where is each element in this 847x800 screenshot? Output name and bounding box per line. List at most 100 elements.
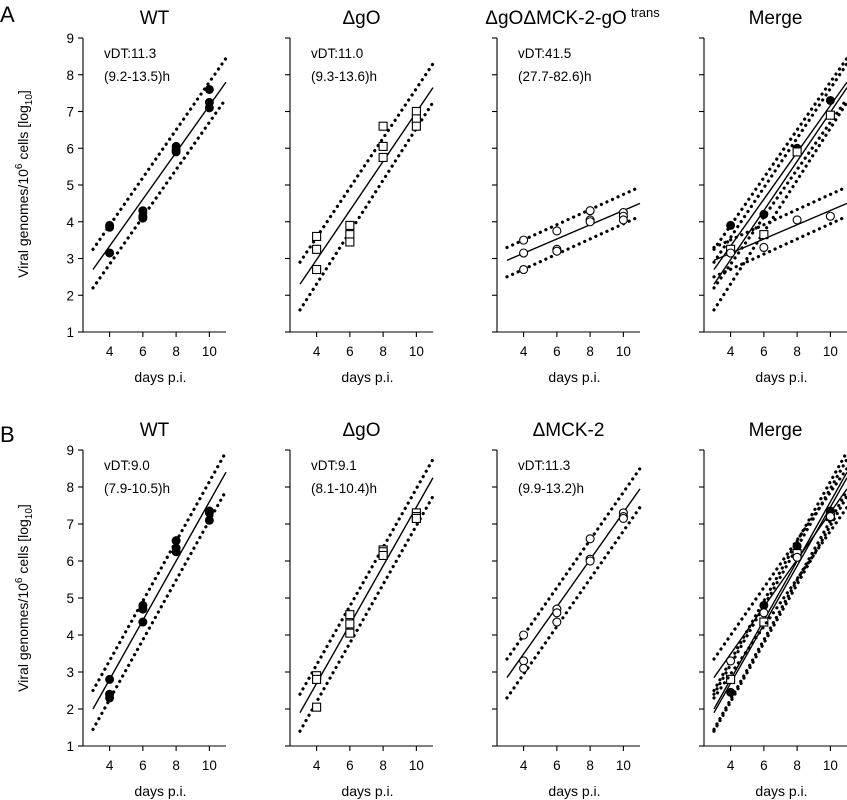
- x-tick-label: 8: [379, 344, 387, 359]
- doubling-time-annotation: (7.9-10.5)h: [104, 481, 170, 496]
- chart-panel-b-3: 4 6 8 10 days p.i. ΔMCK-2 vDT:11.3 (9.9-13.2)h: [492, 420, 642, 799]
- x-tick-label: 10: [202, 758, 217, 773]
- chart-panel-a-1: 1 2 3 4 5 6 7 8 9 4 6 8 10 days p.i. WT vDT:11.3 (9.2-13…: [66, 8, 228, 385]
- regression-line: [506, 488, 641, 678]
- x-axis-label: days p.i.: [134, 783, 186, 799]
- data-point-open-square: [345, 628, 355, 638]
- data-point-open-circle: [519, 656, 529, 666]
- data-point-open-circle: [585, 534, 595, 544]
- chart-panel-a-3: 4 6 8 10 days p.i. ΔgOΔMCK-2-gO trans vDT:41.5 (…: [485, 5, 660, 385]
- ci-lower-line: [712, 97, 847, 290]
- data-point-open-circle: [519, 248, 529, 258]
- data-point-filled-circle: [825, 95, 835, 105]
- x-tick-label: 8: [793, 758, 801, 773]
- x-tick-label: 6: [139, 758, 147, 773]
- data-point-filled-circle: [726, 220, 736, 230]
- data-point-open-circle: [519, 235, 529, 245]
- data-point-filled-circle: [105, 693, 115, 703]
- x-tick-label: 8: [793, 344, 801, 359]
- ci-upper-line: [712, 56, 847, 251]
- x-axis-label: days p.i.: [134, 369, 186, 385]
- ci-upper-line: [712, 185, 847, 250]
- data-point-open-square: [378, 141, 388, 151]
- data-point-filled-circle: [204, 84, 214, 94]
- panel-title-main: WT: [140, 8, 170, 29]
- y-tick-label: 7: [66, 105, 74, 120]
- x-tick-label: 6: [553, 758, 561, 773]
- y-axis-label-main: Viral genomes/10: [15, 169, 31, 278]
- y-tick-label: 7: [66, 517, 74, 532]
- x-tick-label: 6: [346, 344, 354, 359]
- ci-upper-line: [712, 466, 847, 661]
- x-axis-label: days p.i.: [548, 369, 600, 385]
- regression-line: [713, 477, 847, 714]
- data-point-open-square: [726, 674, 736, 684]
- doubling-time-annotation: (8.1-10.4)h: [311, 481, 377, 496]
- data-point-open-circle: [759, 242, 769, 253]
- data-point-open-square: [378, 152, 388, 162]
- y-tick-label: 6: [66, 141, 74, 156]
- x-tick-label: 4: [520, 758, 528, 773]
- panel-title: WT: [140, 8, 170, 29]
- data-point-open-circle: [552, 617, 562, 627]
- ci-lower-line: [91, 97, 228, 290]
- y-tick-label: 6: [66, 554, 74, 569]
- data-point-filled-circle: [138, 604, 148, 614]
- data-point-filled-circle: [726, 687, 736, 697]
- panel-title: ΔgO: [342, 420, 380, 441]
- data-point-open-circle: [585, 206, 595, 216]
- data-point-open-square: [345, 237, 355, 247]
- data-point-open-circle: [825, 211, 835, 221]
- y-tick-label: 3: [66, 665, 74, 680]
- data-point-open-circle: [759, 608, 769, 618]
- x-tick-label: 10: [409, 344, 424, 359]
- y-axis-label-main: Viral genomes/10: [15, 583, 31, 692]
- regression-line: [713, 202, 847, 261]
- data-point-filled-circle: [138, 617, 148, 627]
- regression-line: [92, 81, 227, 270]
- y-axis-label-sup: 6: [14, 577, 25, 583]
- data-point-open-square: [411, 121, 421, 131]
- data-point-open-circle: [519, 264, 529, 275]
- data-point-open-square: [378, 550, 388, 561]
- ci-lower-line: [712, 100, 847, 312]
- y-axis-label-tail: cells [log: [15, 519, 31, 577]
- y-tick-label: 3: [66, 252, 74, 267]
- ci-upper-line: [91, 56, 228, 251]
- panel-title-main: ΔgOΔMCK-2-gO: [485, 8, 627, 29]
- data-point-open-circle: [618, 215, 628, 225]
- panel-title-main: Merge: [749, 420, 803, 441]
- panel-letter-a: A: [0, 2, 15, 27]
- panel-title: WT: [140, 420, 170, 441]
- panel-title: ΔgO: [342, 8, 380, 29]
- x-tick-label: 4: [106, 344, 114, 359]
- x-tick-label: 8: [586, 758, 594, 773]
- doubling-time-annotation: vDT:41.5: [518, 46, 571, 61]
- x-axis-label: days p.i.: [755, 369, 807, 385]
- regression-line: [299, 87, 434, 285]
- data-point-open-square: [312, 674, 322, 684]
- y-tick-label: 8: [66, 480, 74, 495]
- regression-line: [506, 202, 641, 261]
- ci-lower-line: [505, 505, 642, 700]
- x-tick-label: 6: [760, 344, 768, 359]
- regression-line: [713, 488, 847, 678]
- data-point-open-circle: [585, 556, 595, 566]
- panel-title-main: ΔMCK-2: [533, 420, 605, 441]
- chart-panel-b-4: 4 6 8 10 days p.i. Merge: [699, 420, 847, 799]
- x-axis-label: days p.i.: [341, 369, 393, 385]
- ci-lower-line: [505, 214, 642, 279]
- panel-title-main: ΔgO: [342, 8, 380, 29]
- data-point-filled-circle: [171, 547, 181, 557]
- x-tick-label: 10: [823, 344, 838, 359]
- data-point-open-square: [345, 220, 355, 230]
- y-tick-label: 1: [66, 325, 74, 340]
- data-point-open-circle: [792, 552, 802, 562]
- ci-upper-line: [298, 457, 435, 696]
- data-point-open-square: [378, 121, 388, 131]
- chart-panel-a-2: 4 6 8 10 days p.i. ΔgO vDT:11.0 (9.3-13.6)h: [285, 8, 435, 385]
- data-point-open-circle: [552, 226, 562, 236]
- data-point-open-square: [345, 619, 355, 629]
- doubling-time-annotation: (9.3-13.6)h: [311, 69, 377, 84]
- data-point-filled-circle: [171, 536, 181, 546]
